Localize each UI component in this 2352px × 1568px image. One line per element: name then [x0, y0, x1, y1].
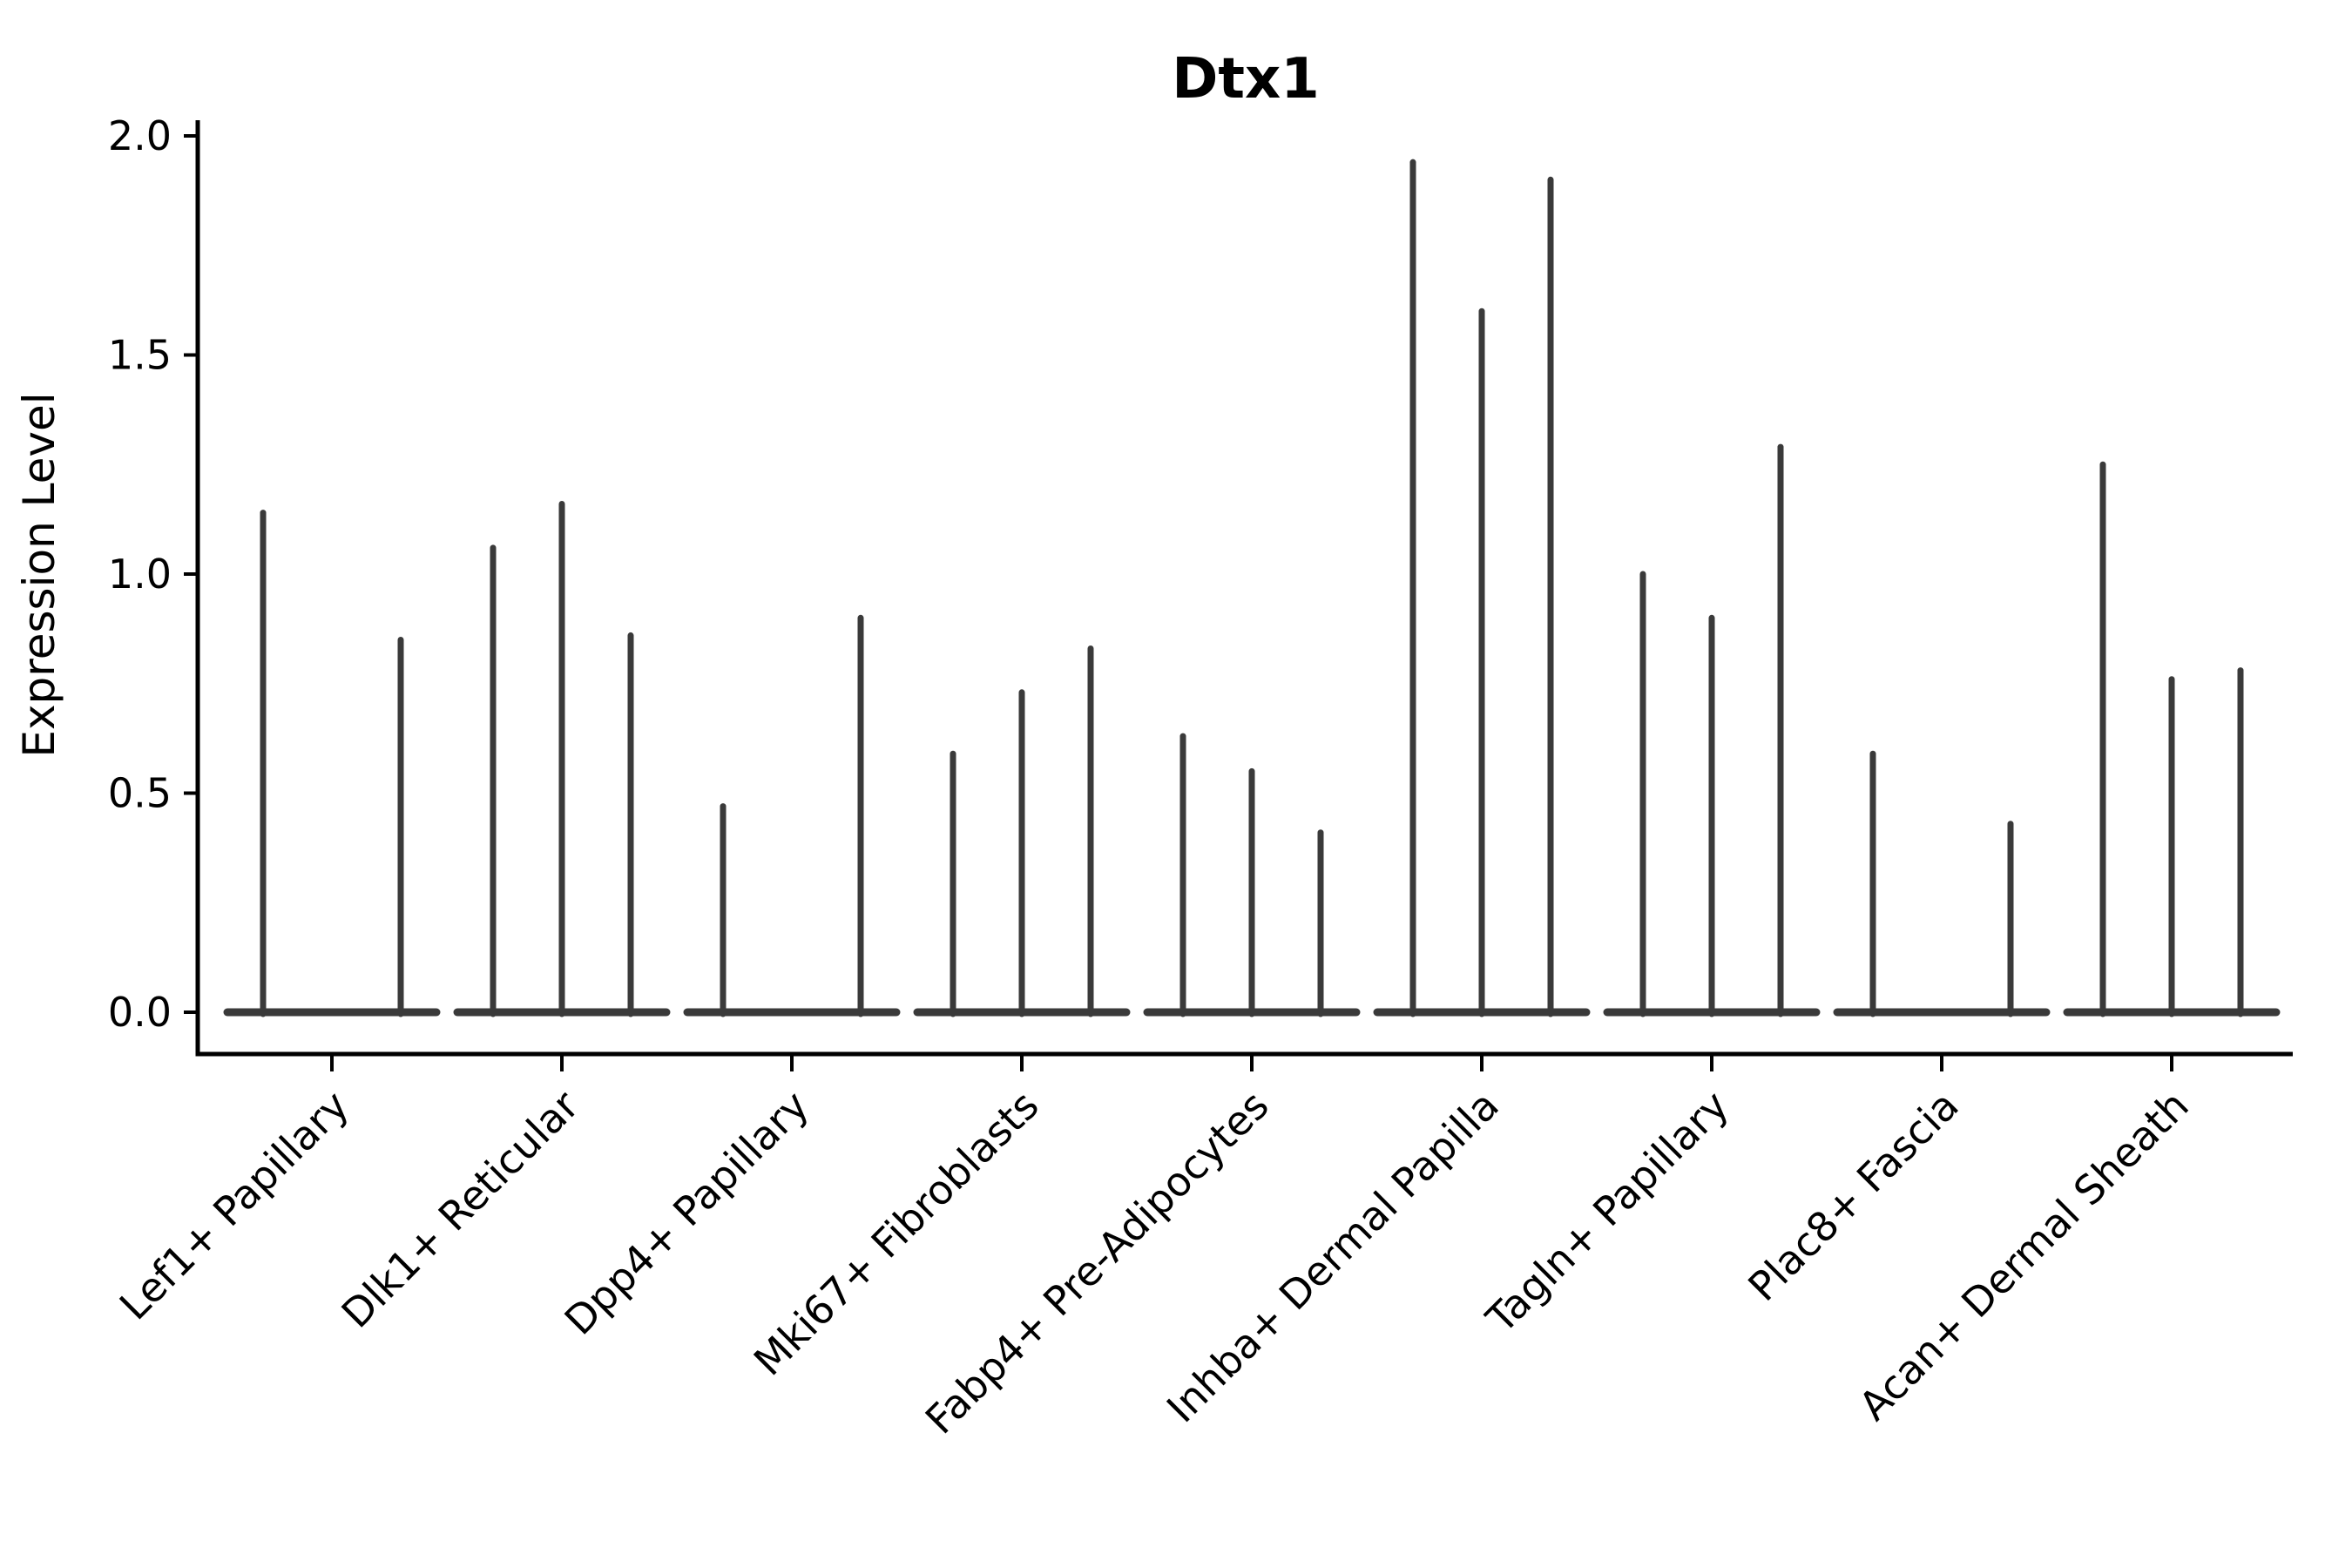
x-category-label: Dpp4+ Papillary [556, 1082, 818, 1344]
x-category-label: Dlk1+ Reticular [333, 1082, 588, 1337]
y-tick-label: 1.5 [108, 332, 172, 379]
x-category-label: Tagln+ Papillary [1477, 1082, 1738, 1343]
y-axis-label: Expression Level [14, 392, 64, 757]
x-category-label: Plac8+ Fascia [1739, 1082, 1967, 1310]
x-category-label: Lef1+ Papillary [111, 1082, 358, 1329]
y-tick-label: 2.0 [108, 112, 172, 159]
y-tick-label: 0.5 [108, 770, 172, 817]
chart-title: Dtx1 [1172, 47, 1320, 112]
y-tick-label: 1.0 [108, 551, 172, 598]
y-tick-label: 0.0 [108, 989, 172, 1036]
violins-layer [223, 159, 2281, 1017]
